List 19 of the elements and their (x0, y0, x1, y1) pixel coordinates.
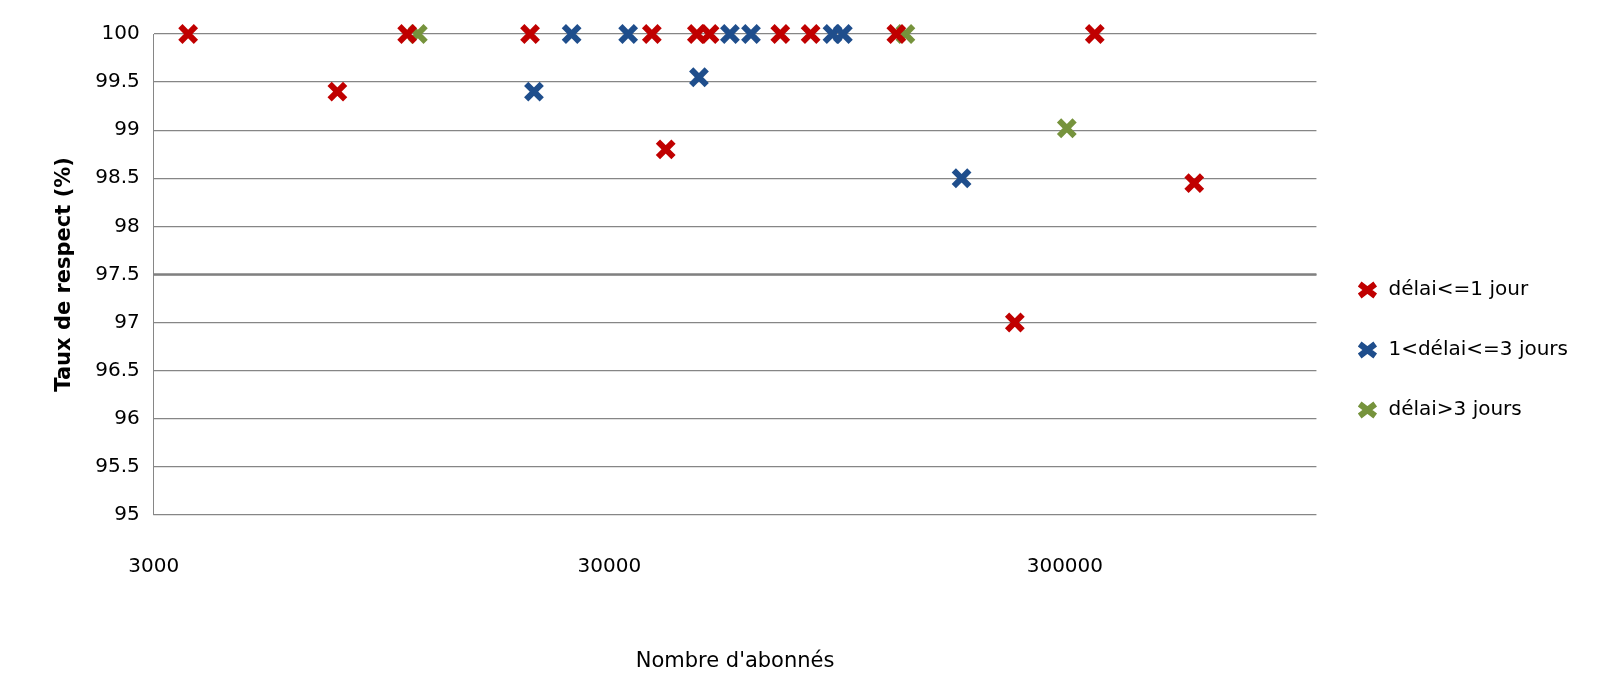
y-tick-label: 98.5 (95, 164, 140, 189)
y-tick-label: 99 (114, 116, 140, 141)
y-tick-label: 96.5 (95, 356, 140, 381)
legend-label: 1<délai<=3 jours (1388, 336, 1568, 361)
y-tick-label: 95.5 (95, 452, 140, 477)
y-tick-label: 95 (114, 501, 140, 525)
x-tick-label: 30000 (577, 553, 642, 577)
y-tick-label: 99.5 (95, 68, 140, 93)
y-tick-label: 97.5 (95, 260, 140, 285)
legend-label: délai<=1 jour (1388, 276, 1529, 301)
x-axis-title: Nombre d'abonnés (635, 647, 835, 672)
y-axis-title: Taux de respect (%) (51, 157, 76, 392)
y-tick-label: 98 (114, 212, 140, 237)
x-tick-label: 300000 (1026, 553, 1104, 577)
y-tick-label: 96 (114, 404, 140, 429)
legend-label: délai>3 jours (1388, 396, 1522, 421)
x-tick-label: 3000 (128, 553, 180, 577)
y-tick-label: 100 (101, 20, 140, 45)
y-tick-label: 97 (114, 308, 140, 333)
